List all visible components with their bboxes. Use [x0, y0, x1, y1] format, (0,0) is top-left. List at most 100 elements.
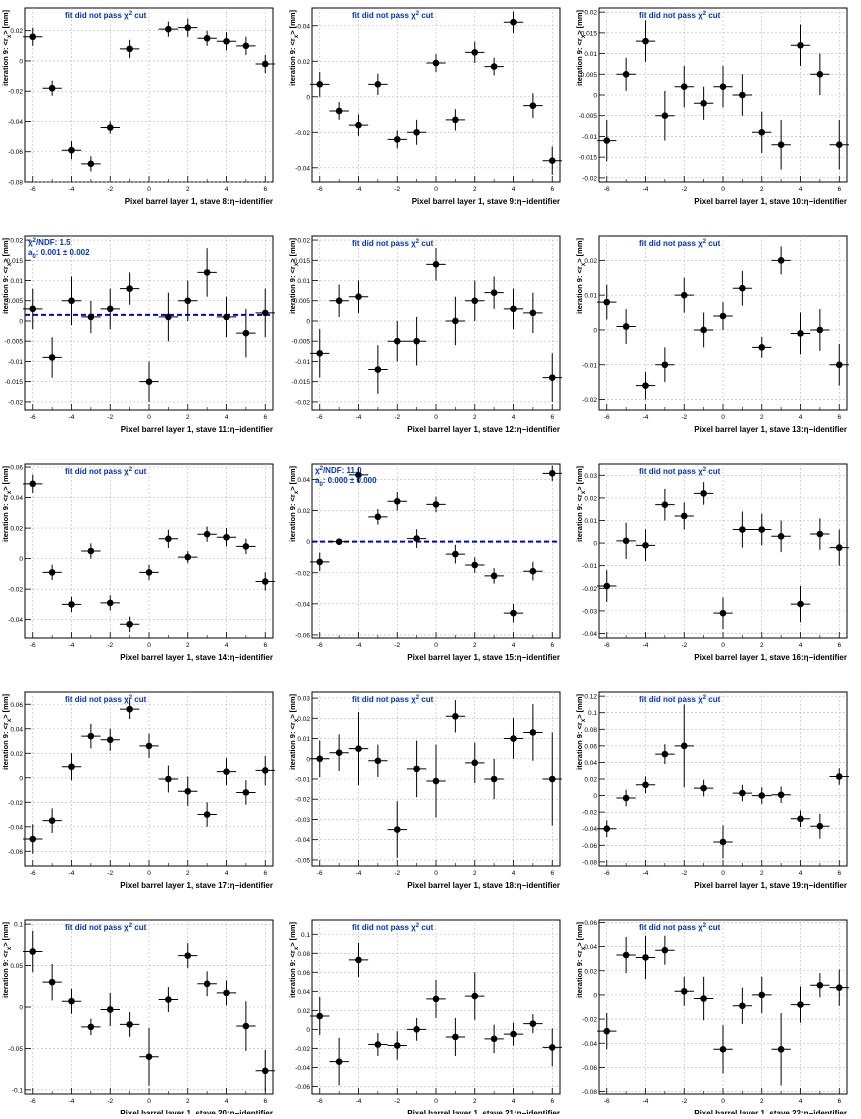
- x-tick-label: 6: [550, 642, 554, 649]
- data-point: [23, 27, 43, 46]
- data-point: [713, 597, 733, 629]
- y-tick-label: 0.02: [297, 1008, 310, 1015]
- point-marker: [223, 313, 230, 321]
- x-tick-label: 2: [760, 870, 764, 877]
- x-tick-label: 2: [473, 870, 477, 877]
- x-tick-label: 0: [434, 870, 438, 877]
- x-axis-label: Pixel barrel layer 1, stave 20:η−identif…: [120, 1109, 273, 1114]
- point-marker: [642, 781, 649, 789]
- point-marker: [471, 759, 479, 767]
- point-marker: [242, 789, 250, 796]
- chart-panel-13: -0.06 -0.04 -0.02 0 0.02 0.04 0.06 0.08 0.1 -6 -4 -…: [288, 919, 562, 1118]
- data-point: [752, 513, 772, 546]
- data-point: [616, 936, 636, 974]
- data-point: [810, 309, 830, 351]
- data-point: [635, 935, 656, 980]
- data-point: [674, 66, 694, 108]
- data-point: [216, 296, 237, 338]
- data-point: [523, 292, 543, 334]
- data-point: [387, 801, 407, 858]
- data-point: [61, 753, 82, 781]
- y-tick-label: -0.01: [8, 359, 23, 366]
- data-point: [329, 284, 349, 317]
- point-marker: [165, 535, 172, 543]
- point-marker: [48, 978, 56, 986]
- point-marker: [661, 946, 669, 954]
- data-point: [597, 119, 617, 162]
- y-tick-label: -0.04: [8, 119, 23, 126]
- data-point: [310, 740, 330, 777]
- y-tick-label: 0: [306, 318, 310, 325]
- point-marker: [452, 116, 459, 124]
- point-marker: [413, 765, 420, 773]
- x-tick-label: 6: [550, 870, 554, 877]
- chart-panel-9: -0.06 -0.04 -0.02 0 0.02 0.04 0.06 -6 -4 -2 0 2 4 6 fi…: [1, 691, 275, 890]
- x-tick-label: -6: [30, 414, 36, 421]
- x-tick-label: 0: [721, 870, 725, 877]
- y-tick-label: 0.01: [297, 278, 310, 285]
- data-point: [713, 302, 733, 330]
- point-marker: [106, 305, 114, 313]
- point-marker: [835, 141, 843, 149]
- data-point: [61, 596, 82, 613]
- x-tick-label: -4: [643, 870, 649, 877]
- x-tick-label: -4: [643, 186, 649, 193]
- data-point: [542, 1028, 562, 1067]
- point-marker: [777, 141, 785, 149]
- data-point: [329, 102, 349, 120]
- data-point: [693, 779, 714, 797]
- data-point: [329, 734, 349, 771]
- data-point: [465, 280, 485, 321]
- chart-panel-8: -0.04 -0.03 -0.02 -0.01 0 0.01 0.02 0.03 -6 -4 -2 0…: [575, 463, 849, 662]
- point-marker: [242, 543, 250, 550]
- x-tick-label: -4: [356, 186, 362, 193]
- data-point: [348, 942, 369, 978]
- data-point: [810, 813, 830, 839]
- data-point: [542, 353, 562, 402]
- y-tick-label: -0.01: [582, 563, 597, 570]
- point-marker: [758, 344, 766, 351]
- data-point: [465, 557, 485, 573]
- x-tick-label: 6: [263, 186, 267, 193]
- point-marker: [490, 63, 498, 70]
- point-marker: [816, 326, 824, 334]
- point-marker: [700, 99, 707, 107]
- data-point: [178, 18, 198, 37]
- y-tick-label: 0: [593, 93, 597, 100]
- x-tick-label: 2: [760, 1098, 764, 1105]
- point-marker: [622, 323, 630, 330]
- point-marker: [719, 312, 727, 320]
- x-tick-label: 6: [837, 642, 841, 649]
- point-marker: [68, 763, 75, 771]
- x-tick-label: -6: [604, 642, 610, 649]
- data-point: [426, 496, 446, 513]
- data-point: [100, 121, 120, 134]
- y-tick-label: -0.015: [5, 379, 24, 386]
- point-marker: [603, 1027, 611, 1035]
- point-marker: [106, 599, 114, 607]
- data-point: [255, 1050, 275, 1092]
- data-point: [810, 973, 830, 998]
- data-point: [445, 296, 466, 346]
- data-point: [236, 538, 256, 555]
- x-tick-label: 4: [512, 186, 516, 193]
- data-point: [484, 1024, 504, 1054]
- point-marker: [29, 948, 37, 955]
- y-tick-label: 0: [306, 539, 310, 546]
- data-point: [616, 522, 636, 559]
- point-marker: [355, 293, 362, 300]
- point-marker: [548, 470, 556, 477]
- point-marker: [335, 107, 343, 115]
- y-tick-label: 0.01: [297, 736, 310, 743]
- point-marker: [490, 1035, 498, 1043]
- x-tick-label: 6: [837, 1098, 841, 1105]
- y-tick-label: -0.02: [8, 800, 23, 807]
- y-tick-label: 0.02: [584, 258, 597, 265]
- data-point: [542, 732, 562, 826]
- chart-panel-6: -0.04 -0.02 0 0.02 0.04 0.06 -6 -4 -2 0 2 4 6 fit did…: [1, 463, 275, 662]
- data-point: [484, 568, 504, 584]
- data-point: [732, 511, 753, 548]
- y-tick-label: -0.04: [295, 601, 310, 608]
- data-point: [310, 552, 330, 572]
- x-tick-label: -6: [604, 1098, 610, 1105]
